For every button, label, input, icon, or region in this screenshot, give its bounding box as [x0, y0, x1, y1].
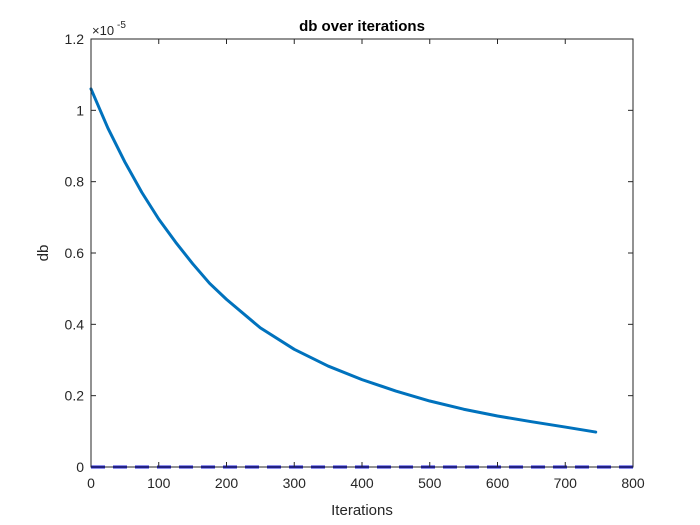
y-tick-label: 1.2	[65, 31, 85, 47]
x-tick-label: 700	[554, 475, 578, 491]
y-tick-label: 1	[76, 102, 84, 118]
series-line-db	[89, 87, 598, 434]
y-tick-label: 0.2	[65, 388, 85, 404]
y-axis-ticks: 0 0.2 0.4 0.6 0.8 1 1.2	[65, 31, 633, 475]
x-tick-label: 200	[215, 475, 239, 491]
y-exponent-power: -5	[117, 20, 126, 31]
y-tick-label: 0.6	[65, 245, 85, 261]
y-axis-label: db	[35, 245, 52, 262]
x-tick-label: 100	[147, 475, 171, 491]
x-tick-label: 400	[350, 475, 374, 491]
y-tick-label: 0.8	[65, 174, 85, 190]
x-axis-ticks: 0 100 200 300 400 500 600 700 800	[87, 39, 645, 491]
y-tick-label: 0	[76, 459, 84, 475]
y-exponent-base: ×10	[92, 23, 114, 38]
plot-area	[91, 39, 633, 467]
chart-title: db over iterations	[299, 18, 425, 35]
y-exponent: ×10 -5	[92, 20, 126, 38]
x-tick-label: 0	[87, 475, 95, 491]
x-tick-label: 800	[621, 475, 645, 491]
x-axis-label: Iterations	[331, 502, 393, 519]
y-tick-label: 0.4	[65, 316, 85, 332]
x-tick-label: 600	[486, 475, 510, 491]
x-tick-label: 300	[283, 475, 307, 491]
x-tick-label: 500	[418, 475, 442, 491]
